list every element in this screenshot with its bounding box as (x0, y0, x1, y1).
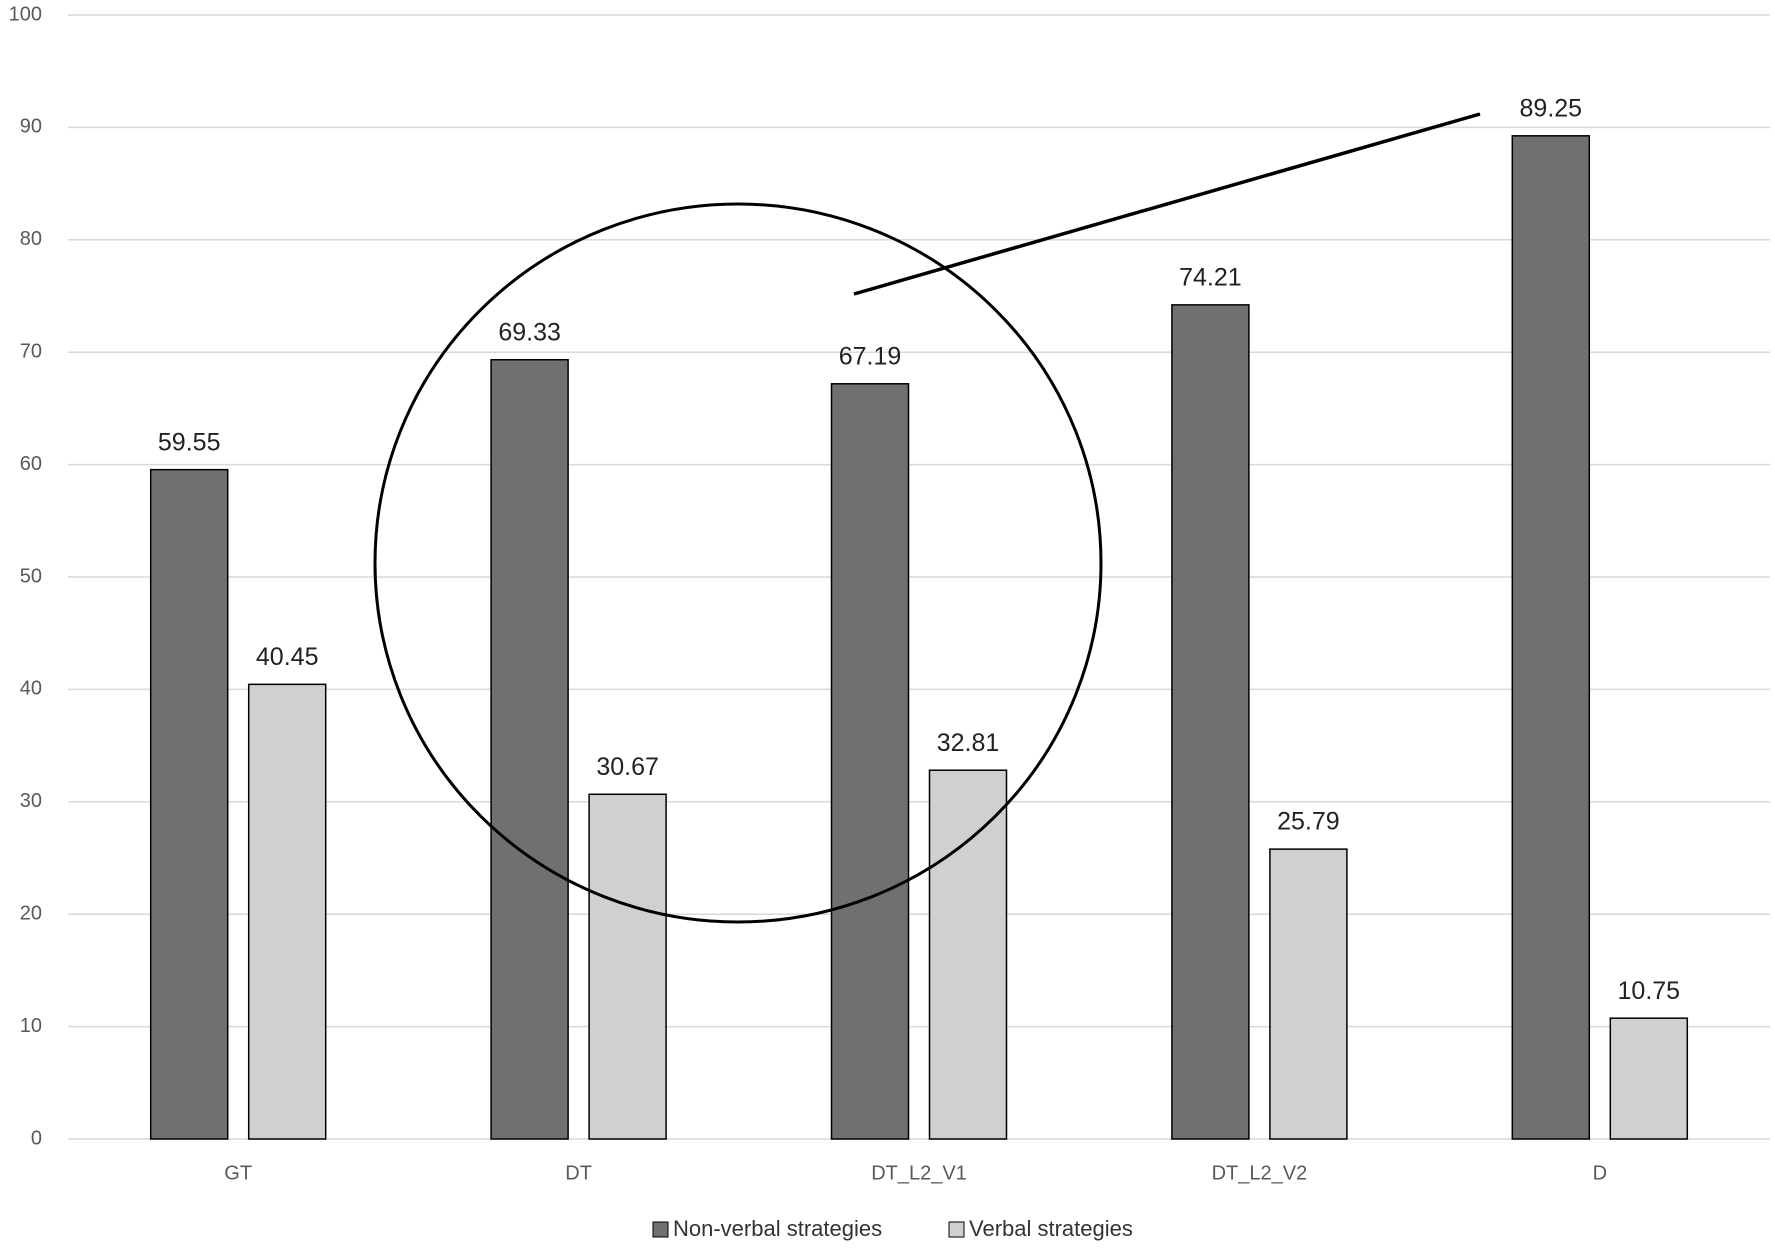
value-label: 30.67 (596, 753, 659, 781)
y-tick-label: 10 (20, 1015, 42, 1037)
value-label: 89.25 (1520, 94, 1583, 122)
value-label: 32.81 (937, 729, 1000, 757)
bar (490, 358, 569, 1140)
value-label: 74.21 (1179, 263, 1242, 291)
bar (247, 683, 327, 1140)
bar (830, 383, 910, 1140)
bar (588, 793, 667, 1140)
y-tick-label: 50 (20, 565, 42, 587)
y-tick-label: 70 (20, 340, 42, 362)
bar (1171, 304, 1250, 1140)
annotation-line (853, 112, 1481, 296)
x-tick-label: GT (224, 1162, 252, 1184)
plot-area: 0 10 20 30 40 50 60 70 80 90 100 GT 59.55 40.45 DT 69.3… (9, 3, 1770, 1241)
value-label: 69.33 (498, 318, 561, 346)
y-tick-label: 100 (9, 3, 42, 25)
bar (149, 468, 229, 1140)
bar (1269, 848, 1348, 1140)
legend-label: Verbal strategies (969, 1216, 1133, 1241)
x-tick-label: DT_L2_V2 (1212, 1162, 1308, 1184)
value-label: 25.79 (1277, 808, 1340, 836)
x-tick-label: DT (565, 1162, 592, 1184)
value-label: 10.75 (1618, 977, 1681, 1005)
y-tick-label: 30 (20, 790, 42, 812)
y-tick-label: 80 (20, 228, 42, 250)
bar (1511, 135, 1591, 1140)
y-tick-label: 90 (20, 116, 42, 138)
y-tick-label: 0 (31, 1127, 42, 1149)
x-tick-label: DT_L2_V1 (871, 1162, 967, 1184)
bar (1609, 1017, 1689, 1140)
value-label: 59.55 (158, 428, 221, 456)
y-tick-label: 40 (20, 678, 42, 700)
y-tick-label: 60 (20, 453, 42, 475)
value-label: 40.45 (256, 643, 319, 671)
bar (928, 769, 1008, 1140)
legend-swatch (948, 1221, 965, 1238)
annotation-circle (373, 202, 1103, 924)
y-tick-label: 20 (20, 902, 42, 924)
value-label: 67.19 (839, 342, 902, 370)
legend-label: Non-verbal strategies (673, 1216, 882, 1241)
legend-swatch (652, 1221, 669, 1238)
x-tick-label: D (1593, 1162, 1607, 1184)
